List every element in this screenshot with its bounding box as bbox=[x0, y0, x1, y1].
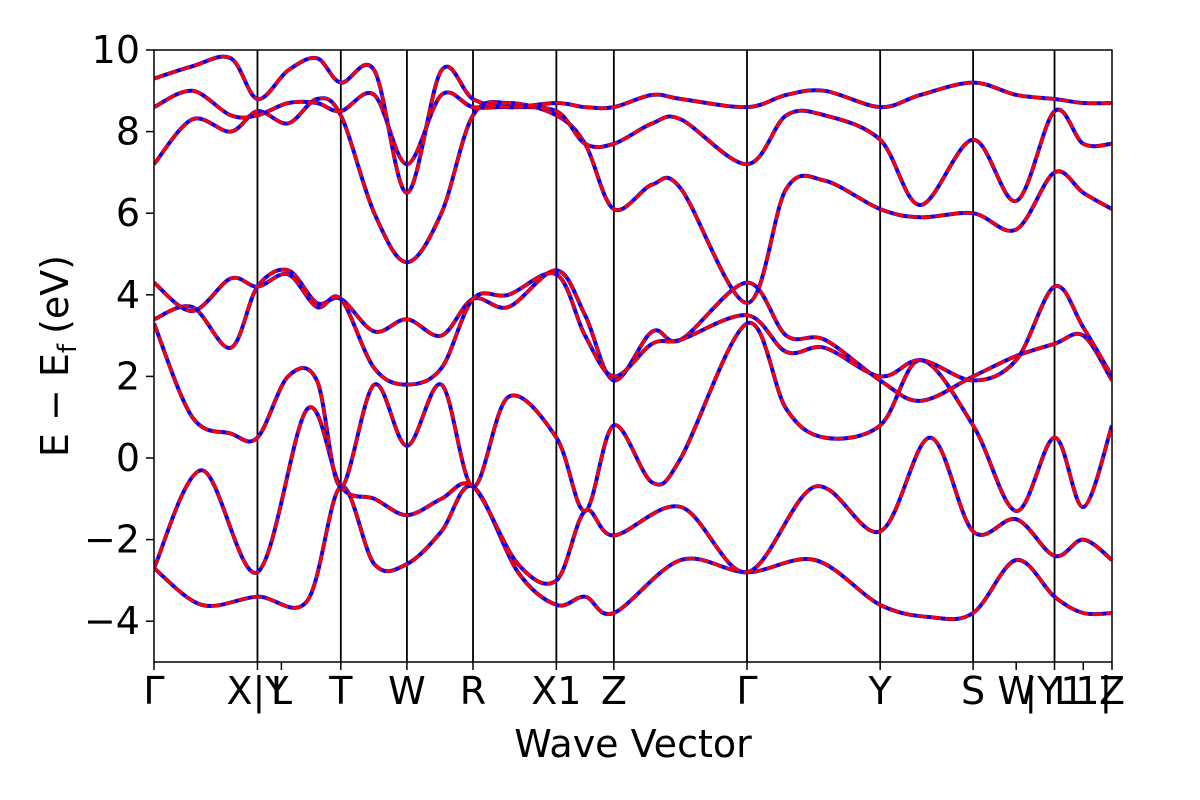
x-tick-label: W bbox=[388, 669, 426, 713]
x-tick-label: Γ bbox=[143, 669, 164, 713]
y-tick-label: 8 bbox=[116, 110, 140, 154]
x-tick-label: Γ bbox=[736, 669, 757, 713]
y-axis-ticks: 10 8 6 4 2 0 −2 −4 bbox=[84, 28, 154, 643]
y-tick-label: 6 bbox=[116, 191, 140, 235]
y-tick-label: −2 bbox=[84, 518, 140, 562]
band-line-overlay bbox=[154, 55, 1112, 195]
x-tick-label: S bbox=[961, 669, 985, 713]
x-tick-label: T bbox=[328, 669, 353, 713]
y-axis-label-unit: (eV) bbox=[33, 255, 77, 334]
x-axis-label: Wave Vector bbox=[514, 722, 752, 766]
x-tick-label: Z bbox=[601, 669, 627, 713]
y-tick-label: −4 bbox=[84, 599, 140, 643]
y-axis-label: E − Ef (eV) bbox=[33, 255, 83, 457]
band-line-overlay bbox=[154, 321, 1112, 513]
band-line-overlay bbox=[154, 271, 1112, 387]
y-tick-label: 0 bbox=[116, 436, 140, 480]
band-line-overlay bbox=[154, 89, 1112, 207]
x-tick-label: |Y1 bbox=[1024, 669, 1084, 714]
x-tick-label: R bbox=[460, 669, 486, 713]
x-tick-label: X1 bbox=[531, 669, 581, 713]
band-line-overlay bbox=[154, 268, 1112, 403]
plot-frame bbox=[153, 49, 1113, 663]
x-tick-label: X|Y bbox=[226, 669, 289, 714]
x-tick-label: Y bbox=[868, 669, 893, 713]
x-tick-label: L bbox=[271, 669, 292, 713]
band-line-overlay bbox=[154, 96, 1112, 305]
y-tick-label: 2 bbox=[116, 354, 140, 398]
y-tick-label: 4 bbox=[116, 273, 140, 317]
y-tick-label: 10 bbox=[92, 28, 140, 72]
band-line-overlay bbox=[154, 484, 1112, 621]
y-axis-label-main: E − E bbox=[33, 353, 77, 457]
band-lines bbox=[154, 54, 1112, 622]
x-tick-label: W bbox=[997, 669, 1035, 713]
x-tick-label: L1| bbox=[1054, 669, 1112, 714]
x-tick-label: Z bbox=[1099, 669, 1125, 713]
y-axis-label-subscript: f bbox=[53, 343, 83, 353]
kpoint-separator-lines bbox=[256, 50, 1056, 662]
